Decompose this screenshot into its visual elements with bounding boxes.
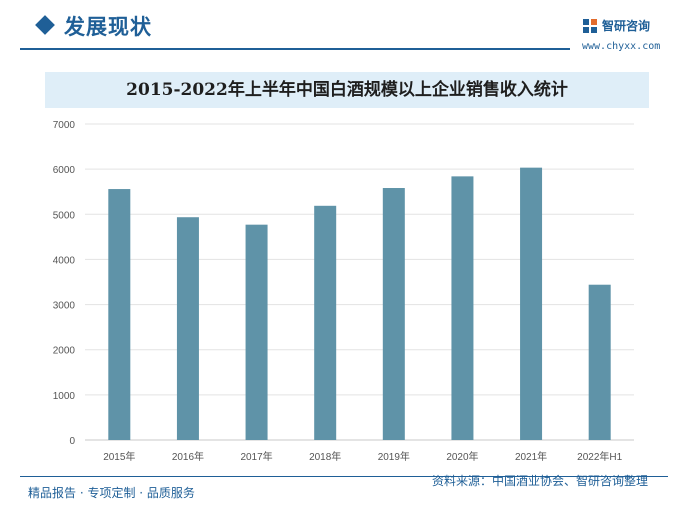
chart-title: 2015-2022年上半年中国白酒规模以上企业销售收入统计 xyxy=(126,80,568,100)
chyxx-logo-icon xyxy=(583,19,597,33)
y-tick-label: 7000 xyxy=(53,120,76,131)
y-tick-label: 5000 xyxy=(53,210,76,221)
bar xyxy=(588,284,611,440)
footer-divider xyxy=(20,476,668,477)
y-tick-label: 4000 xyxy=(53,255,76,266)
y-tick-label: 2000 xyxy=(53,346,76,357)
x-tick-label: 2021年 xyxy=(515,450,547,463)
bar xyxy=(382,188,405,440)
footer-source: 资料来源：中国酒业协会、智研咨询整理 xyxy=(432,474,649,488)
brand-name: 智研咨询 xyxy=(602,19,651,33)
x-tick-label: 2020年 xyxy=(446,450,478,463)
bar xyxy=(176,217,199,440)
x-tick-label: 2016年 xyxy=(172,450,204,463)
x-tick-label: 2017年 xyxy=(240,450,272,463)
brand-url: www.chyxx.com xyxy=(582,41,661,52)
bar xyxy=(108,189,131,440)
bar xyxy=(520,167,543,440)
section-title: 发展现状 xyxy=(64,15,152,39)
x-tick-label: 2018年 xyxy=(309,450,341,463)
header-divider xyxy=(20,48,570,50)
x-tick-label: 2019年 xyxy=(378,450,410,463)
y-tick-label: 3000 xyxy=(53,301,76,312)
bar xyxy=(314,205,337,440)
y-tick-label: 0 xyxy=(69,436,75,447)
y-tick-label: 1000 xyxy=(53,391,76,402)
x-tick-label: 2022年H1 xyxy=(577,450,622,463)
x-tick-label: 2015年 xyxy=(103,450,135,463)
bar xyxy=(245,224,268,440)
y-tick-label: 6000 xyxy=(53,165,76,176)
bar xyxy=(451,176,474,440)
footer-tagline: 精品报告 · 专项定制 · 品质服务 xyxy=(28,486,195,500)
chart-title-banner: 2015-2022年上半年中国白酒规模以上企业销售收入统计 xyxy=(45,72,649,108)
